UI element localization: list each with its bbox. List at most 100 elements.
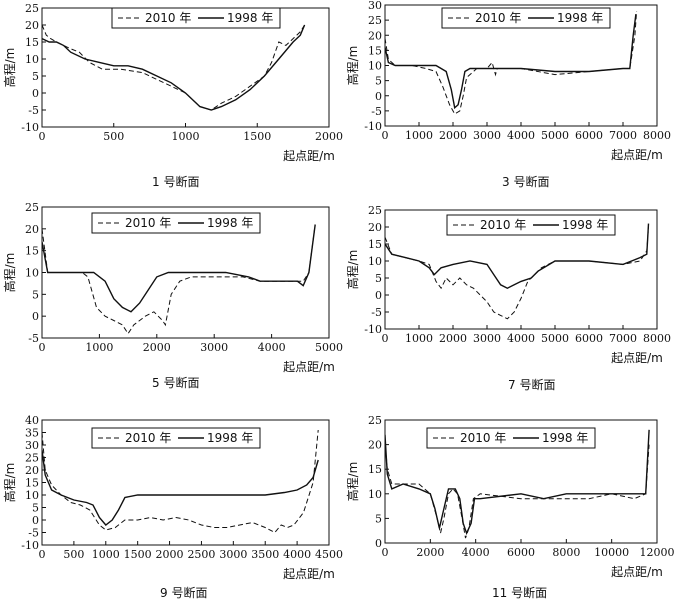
- legend-label-2010: 2010 年: [460, 431, 506, 445]
- x-tick-label: 0: [39, 548, 46, 561]
- x-tick-label: 0: [382, 546, 389, 559]
- series-line-1998: [42, 449, 319, 526]
- y-tick-label: 5: [375, 75, 382, 88]
- legend-box: [111, 7, 281, 29]
- x-tick-label: 3000: [200, 341, 228, 354]
- series-line-1998: [385, 429, 650, 536]
- series-line-2010: [385, 226, 649, 320]
- x-axis-title: 起点距/m: [283, 567, 335, 581]
- y-tick-label: 25: [368, 14, 382, 27]
- y-tick-label: 0: [32, 310, 39, 323]
- x-tick-label: 2000: [439, 129, 467, 142]
- legend-box: [426, 427, 596, 449]
- series-line-2010: [42, 429, 319, 534]
- x-tick-label: 1500: [124, 548, 152, 561]
- x-tick-label: 500: [63, 548, 84, 561]
- y-tick-label: 10: [368, 488, 382, 501]
- panel-section-7: 0 1000 2000 3000 4000 5000 6000 7000 8000-10-505…: [345, 204, 671, 392]
- panel-section-5: 0 1000 2000 3000 4000 5000-50510152025起点距/m高程…: [2, 201, 343, 390]
- series-line-1998: [385, 223, 650, 289]
- legend-label-2010: 2010 年: [125, 431, 171, 445]
- y-tick-label: 5: [32, 70, 39, 83]
- x-tick-label: 3000: [473, 332, 501, 345]
- x-tick-label: 2000: [143, 341, 171, 354]
- y-tick-label: 5: [32, 502, 39, 515]
- x-tick-label: 0: [39, 130, 46, 143]
- x-axis-title: 起点距/m: [611, 148, 663, 162]
- legend-box: [441, 7, 611, 29]
- x-axis-title: 起点距/m: [283, 360, 335, 374]
- panel-caption: 9 号断面: [160, 585, 207, 600]
- x-tick-label: 5000: [541, 129, 569, 142]
- y-tick-label: 15: [25, 477, 39, 490]
- y-tick-label: 20: [25, 223, 39, 236]
- legend-label-1998: 1998 年: [207, 431, 253, 445]
- y-axis-title: 高程/m: [345, 250, 360, 290]
- x-tick-label: 5000: [541, 332, 569, 345]
- series-line-2010: [385, 439, 650, 539]
- x-tick-label: 1500: [243, 130, 271, 143]
- x-tick-label: 2000: [439, 332, 467, 345]
- x-tick-label: 2000: [156, 548, 184, 561]
- series-line-1998: [42, 224, 316, 313]
- y-tick-label: 10: [25, 267, 39, 280]
- y-tick-label: -10: [21, 539, 39, 552]
- panel-section-1: 0 500 1000 1500 2000-10-50510152025起点距/m高程/m…: [2, 2, 343, 189]
- y-tick-label: -5: [371, 105, 382, 118]
- y-tick-label: 25: [368, 414, 382, 427]
- y-tick-label: 40: [25, 414, 39, 427]
- x-tick-label: 0: [382, 332, 389, 345]
- x-tick-label: 7000: [609, 332, 637, 345]
- panel-section-3: 0 1000 2000 3000 4000 5000 6000 7000 8000-10-505…: [345, 0, 671, 189]
- x-tick-label: 7000: [609, 129, 637, 142]
- panel-caption: 5 号断面: [152, 375, 199, 390]
- legend-label-1998: 1998 年: [562, 218, 608, 232]
- x-tick-label: 4000: [258, 341, 286, 354]
- legend-label-1998: 1998 年: [207, 216, 253, 230]
- y-tick-label: -10: [21, 121, 39, 134]
- x-tick-label: 10000: [594, 546, 629, 559]
- y-axis-title: 高程/m: [345, 46, 360, 86]
- y-tick-label: 20: [368, 29, 382, 42]
- panel-section-9: 0 500 1000 1500 2000 2500 3000 3500 4000 4500 -10-…: [2, 414, 343, 600]
- y-tick-label: 15: [368, 463, 382, 476]
- series-line-1998: [42, 24, 306, 111]
- x-tick-label: 2000: [315, 130, 343, 143]
- y-tick-label: 30: [368, 0, 382, 12]
- legend-label-2010: 2010 年: [480, 218, 526, 232]
- x-tick-label: 0: [39, 341, 46, 354]
- y-tick-label: 15: [368, 44, 382, 57]
- y-tick-label: 25: [25, 2, 39, 15]
- legend: 2010 年 1998 年: [91, 427, 261, 449]
- legend-box: [446, 214, 616, 236]
- y-axis-title: 高程/m: [2, 253, 17, 293]
- y-tick-label: -10: [364, 323, 382, 336]
- y-tick-label: 25: [25, 452, 39, 465]
- y-tick-label: 15: [368, 238, 382, 251]
- legend-label-1998: 1998 年: [227, 11, 273, 25]
- y-tick-label: 25: [368, 204, 382, 217]
- y-tick-label: 20: [368, 439, 382, 452]
- y-tick-label: 35: [25, 427, 39, 440]
- y-tick-label: 20: [25, 19, 39, 32]
- series-line-2010: [42, 24, 306, 111]
- legend: 2010 年 1998 年: [441, 7, 611, 29]
- x-axis-title: 起点距/m: [611, 351, 663, 365]
- y-tick-label: 5: [375, 272, 382, 285]
- x-tick-label: 3000: [473, 129, 501, 142]
- x-tick-label: 2000: [416, 546, 444, 559]
- x-tick-label: 2500: [187, 548, 215, 561]
- y-tick-label: 0: [375, 289, 382, 302]
- x-tick-label: 500: [103, 130, 124, 143]
- y-tick-label: 30: [25, 439, 39, 452]
- y-tick-label: 25: [25, 201, 39, 214]
- x-tick-label: 5000: [315, 341, 343, 354]
- x-tick-label: 4000: [507, 129, 535, 142]
- legend-label-1998: 1998 年: [542, 431, 588, 445]
- y-tick-label: 0: [32, 87, 39, 100]
- x-tick-label: 0: [382, 129, 389, 142]
- y-tick-label: -10: [364, 120, 382, 133]
- y-tick-label: 10: [25, 53, 39, 66]
- legend: 2010 年 1998 年: [426, 427, 596, 449]
